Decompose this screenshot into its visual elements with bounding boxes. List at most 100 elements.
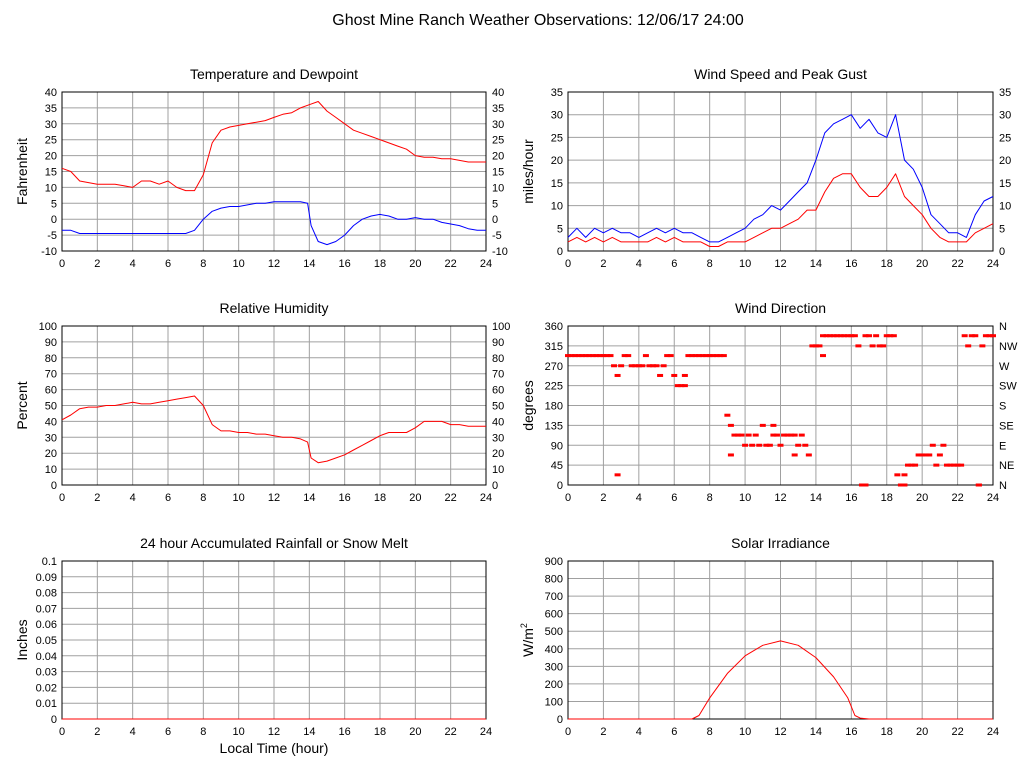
y-tick-label: 50	[45, 401, 57, 413]
x-tick-label: 18	[374, 726, 386, 738]
data-point	[660, 364, 667, 368]
data-point	[820, 354, 826, 358]
data-point	[901, 483, 908, 487]
x-tick-label: 10	[233, 258, 245, 270]
data-point	[812, 344, 819, 348]
data-point	[742, 443, 749, 447]
x-tick-label: 24	[480, 258, 492, 270]
y-axis-label: W/m2	[519, 623, 536, 657]
x-tick-label: 0	[565, 726, 571, 738]
x-tick-label: 20	[916, 258, 928, 270]
x-tick-label: 24	[480, 492, 492, 504]
y-tick-label: 0.05	[36, 635, 57, 647]
x-tick-label: 2	[94, 492, 100, 504]
x-tick-label: 2	[600, 492, 606, 504]
y-tick-label: 600	[545, 609, 563, 621]
y-axis-label: Fahrenheit	[14, 138, 30, 205]
data-point	[664, 354, 671, 358]
data-point	[837, 334, 844, 338]
x-tick-label: 18	[881, 492, 893, 504]
y-tick-label: 5	[51, 198, 57, 210]
data-point	[965, 344, 972, 348]
y-tick-label: 90	[551, 440, 563, 452]
data-point	[603, 354, 610, 358]
x-tick-label: 14	[303, 492, 315, 504]
y-tick-label: 180	[545, 401, 563, 413]
y-tick-label: 25	[551, 132, 563, 144]
page-title: Ghost Mine Ranch Weather Observations: 1…	[332, 12, 744, 29]
x-tick-label: 0	[59, 726, 65, 738]
y-tick-label: 225	[545, 381, 563, 393]
data-point	[752, 433, 759, 437]
data-point	[873, 334, 880, 338]
data-point	[862, 334, 869, 338]
chart-solar: 0 2 4 6 8 10 12 14 16 18 20 22 240100200300400500600…	[519, 535, 999, 738]
data-point	[639, 364, 646, 368]
y-tick-label: 90	[45, 337, 57, 349]
data-point	[890, 334, 897, 338]
right-tick-label: N	[999, 480, 1007, 492]
x-tick-label: 16	[339, 726, 351, 738]
x-tick-label: 8	[707, 492, 713, 504]
chart-temp: 0 2 4 6 8 10 12 14 16 18 20 22 24-10-505101520253035…	[14, 66, 508, 270]
y-tick-label: 0.07	[36, 603, 57, 615]
data-point	[646, 364, 653, 368]
x-tick-label: 4	[636, 726, 642, 738]
data-point	[940, 443, 947, 447]
y-tick-label: 0.04	[36, 651, 57, 663]
y-tick-label: 0	[51, 714, 57, 726]
y-axis-label-superscript: 2	[519, 623, 529, 628]
data-point	[947, 463, 954, 467]
data-point	[841, 334, 848, 338]
data-point	[589, 354, 596, 358]
x-tick-label: 6	[671, 492, 677, 504]
data-point	[784, 433, 791, 437]
x-tick-label: 0	[59, 258, 65, 270]
data-point	[586, 354, 593, 358]
data-point	[710, 354, 717, 358]
right-tick-label: 10	[999, 201, 1011, 213]
data-point	[887, 334, 894, 338]
data-point	[688, 354, 695, 358]
data-point	[614, 373, 621, 377]
plot-frame	[567, 325, 994, 486]
x-tick-label: 2	[600, 258, 606, 270]
data-point	[968, 334, 975, 338]
data-point	[791, 433, 798, 437]
right-tick-label: S	[999, 401, 1006, 413]
data-point	[905, 463, 911, 467]
right-tick-label: 100	[492, 321, 510, 333]
right-tick-label: 20	[492, 151, 504, 163]
y-tick-label: 30	[45, 432, 57, 444]
right-tick-label: 5	[492, 198, 498, 210]
x-tick-label: 2	[94, 726, 100, 738]
x-tick-label: 16	[845, 726, 857, 738]
y-tick-label: 20	[45, 448, 57, 460]
chart-title: Temperature and Dewpoint	[190, 66, 358, 82]
data-point	[951, 463, 958, 467]
plot-frame	[61, 91, 487, 252]
x-tick-label: 24	[987, 492, 999, 504]
y-tick-label: 20	[551, 155, 563, 167]
data-point	[773, 433, 780, 437]
data-point	[618, 364, 625, 368]
data-point	[823, 334, 830, 338]
data-point	[866, 334, 873, 338]
data-point	[678, 384, 685, 388]
chart-wdir: 0 2 4 6 8 10 12 14 16 18 20 22 240459013518022527031…	[520, 300, 1018, 504]
data-point	[851, 334, 858, 338]
right-tick-label: 0	[492, 480, 498, 492]
right-tick-label: 40	[492, 87, 504, 99]
x-tick-label: 2	[94, 258, 100, 270]
data-point	[830, 334, 837, 338]
x-tick-label: 12	[268, 258, 280, 270]
data-point	[568, 354, 575, 358]
data-point	[600, 354, 607, 358]
y-tick-label: 30	[551, 110, 563, 122]
y-tick-label: 35	[551, 87, 563, 99]
data-point	[982, 334, 989, 338]
x-tick-label: 14	[810, 258, 822, 270]
x-tick-label: 22	[445, 492, 457, 504]
x-tick-label: 18	[374, 492, 386, 504]
x-tick-label: 6	[165, 726, 171, 738]
